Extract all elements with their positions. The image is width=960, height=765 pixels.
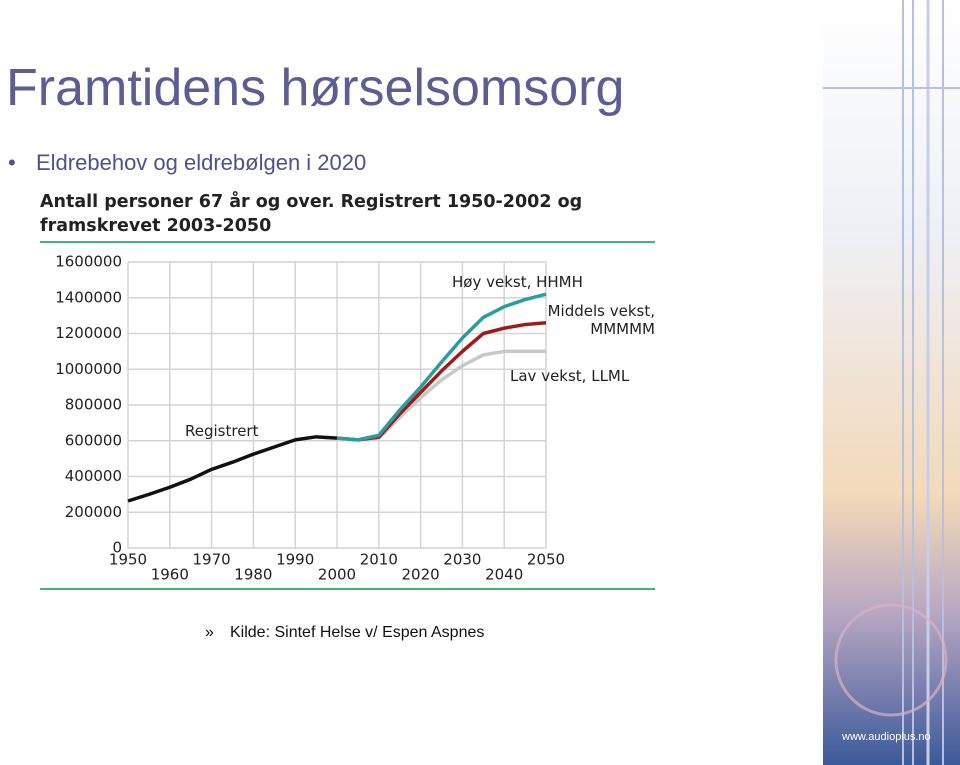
source-marker: » [205,624,214,641]
series-line [336,292,547,442]
x-tick-label: 2010 [360,551,398,569]
y-tick-label: 1000000 [55,360,122,378]
x-tick-label: 2000 [318,566,356,584]
x-tick-label: 1960 [151,566,189,584]
x-tick-label: 1980 [234,566,272,584]
x-tick-label: 1970 [193,551,231,569]
series-label: Registrert [185,422,259,440]
series-label: Lav vekst, LLML [510,367,630,385]
chart: 0 200000 400000 600000 800000 1000000 1200000 1… [40,241,655,590]
y-tick-label: 1400000 [55,288,122,306]
sidebar [823,0,960,765]
y-tick-label: 400000 [65,467,122,485]
source: Kilde: Sintef Helse v/ Espen Aspnes [230,624,485,641]
bullet-marker: • [8,150,16,175]
slide-title: Framtidens hørselsomsorg [6,59,625,117]
y-tick-label: 1200000 [55,324,122,342]
series-label: Høy vekst, HHMH [452,273,583,291]
y-tick-label: 1600000 [55,253,122,271]
x-tick-label: 2020 [402,566,440,584]
sidebar-url: www.audioplus.no [842,731,931,743]
series-label: Middels vekst, MMMMM [547,302,655,338]
series-line [127,435,338,503]
x-tick-label: 2050 [527,551,565,569]
x-tick-label: 2040 [485,566,523,584]
y-tick-label: 0 [112,539,122,557]
y-tick-label: 800000 [65,396,122,414]
x-tick-label: 2030 [443,551,481,569]
x-tick-label: 1990 [276,551,314,569]
sidebar-lines [823,0,960,765]
bullet-text: Eldrebehov og eldrebølgen i 2020 [36,150,367,175]
x-tick-label: 1950 [109,551,147,569]
y-tick-label: 200000 [65,503,122,521]
chart-title: Antall personer 67 år og over. Registrer… [40,192,583,236]
y-tick-label: 600000 [65,431,122,449]
